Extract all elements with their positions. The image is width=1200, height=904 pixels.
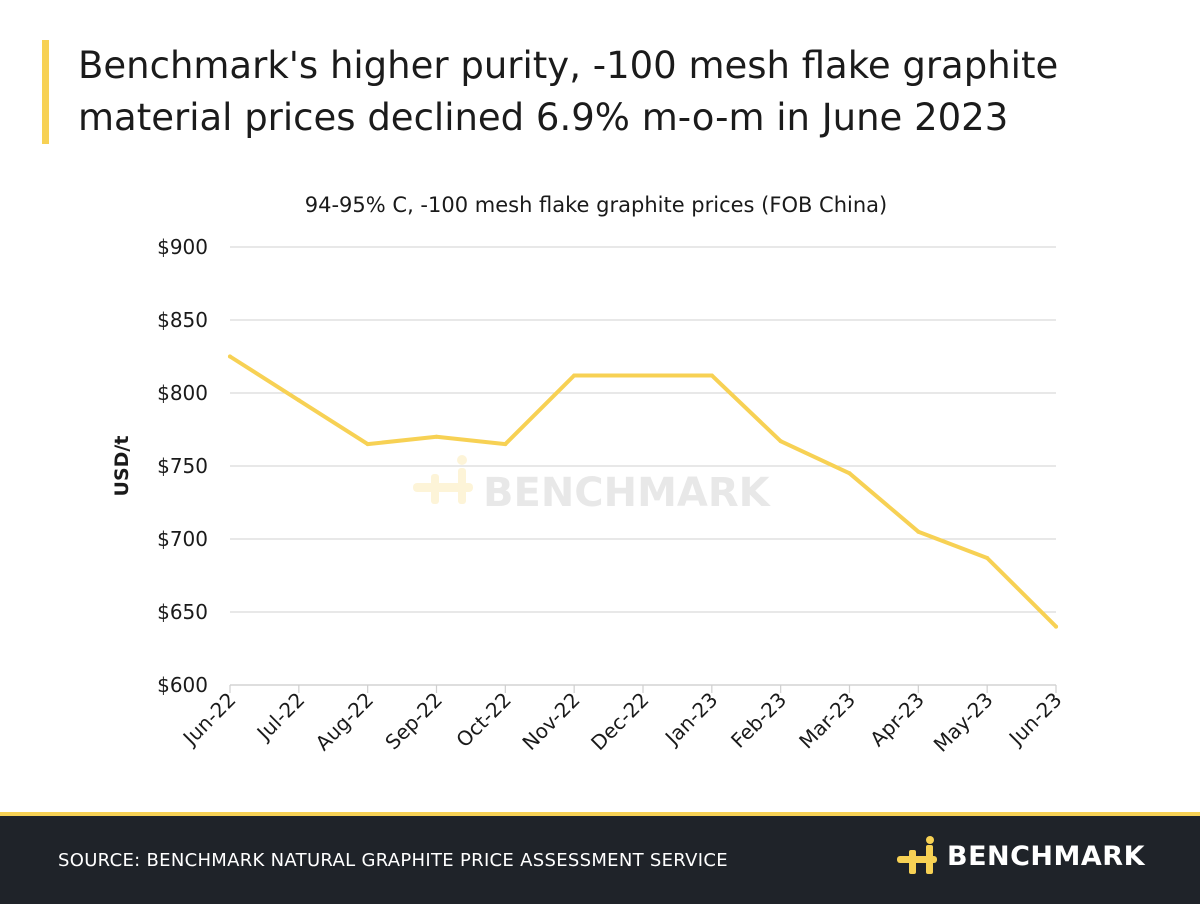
y-tick-label: $600 <box>157 673 208 697</box>
data-point <box>847 471 852 476</box>
x-tick-label: Jan-23 <box>659 688 722 751</box>
y-tick-label: $750 <box>157 454 208 478</box>
x-tick-label: Feb-23 <box>726 688 791 753</box>
x-tick-label: Jul-22 <box>251 688 310 747</box>
y-tick-label: $900 <box>157 235 208 259</box>
data-point <box>365 442 370 447</box>
y-tick-label: $650 <box>157 600 208 624</box>
x-tick-label: May-23 <box>929 688 998 757</box>
x-tick-label: Aug-22 <box>311 688 379 756</box>
data-point <box>434 434 439 439</box>
footer: SOURCE: BENCHMARK NATURAL GRAPHITE PRICE… <box>0 812 1200 904</box>
x-tick-label: Dec-22 <box>586 688 653 755</box>
data-point <box>916 529 921 534</box>
series-group <box>228 354 1058 629</box>
source-note: SOURCE: BENCHMARK NATURAL GRAPHITE PRICE… <box>58 850 728 871</box>
brand-name: BENCHMARK <box>947 840 1146 872</box>
data-point <box>572 373 577 378</box>
benchmark-logo-icon <box>897 836 937 874</box>
title-accent-bar <box>42 40 49 144</box>
x-tick-label: Mar-23 <box>794 688 860 754</box>
y-tick-label: $800 <box>157 381 208 405</box>
x-tick-label: Nov-22 <box>517 688 584 755</box>
line-chart: BENCHMARK 94-95% C, -100 mesh flake grap… <box>111 193 1067 757</box>
chart-title: 94-95% C, -100 mesh flake graphite price… <box>305 193 887 217</box>
benchmark-watermark: BENCHMARK <box>413 455 772 516</box>
data-point <box>778 439 783 444</box>
y-axis-ticks: $600 $650 $700 $750 $800 $850 $900 <box>157 235 208 697</box>
x-tick-label: Jun-22 <box>177 688 241 752</box>
data-point <box>296 398 301 403</box>
data-point <box>641 373 645 378</box>
benchmark-logo-icon <box>413 455 473 504</box>
x-tick-label: Apr-23 <box>865 688 929 752</box>
watermark-text: BENCHMARK <box>483 470 772 516</box>
grid-lines <box>230 246 1056 686</box>
y-tick-label: $700 <box>157 527 208 551</box>
data-point <box>985 555 990 560</box>
data-point <box>228 354 232 359</box>
x-tick-label: Sep-22 <box>380 688 447 755</box>
y-tick-label: $850 <box>157 308 208 332</box>
title-line-1: Benchmark's higher purity, -100 mesh fla… <box>78 44 1059 87</box>
data-point <box>709 373 714 378</box>
data-point <box>1054 624 1058 629</box>
x-axis-ticks: Jun-22 Jul-22 Aug-22 Sep-22 Oct-22 Nov-22 Dec-… <box>177 684 1067 757</box>
x-tick-label: Jun-23 <box>1003 688 1067 752</box>
data-point <box>503 442 508 447</box>
brand-logo: BENCHMARK <box>895 836 1145 876</box>
y-axis-label: USD/t <box>111 436 133 497</box>
page-title: Benchmark's higher purity, -100 mesh fla… <box>78 40 1168 144</box>
x-tick-label: Oct-22 <box>451 688 516 753</box>
title-line-2: material prices declined 6.9% m-o-m in J… <box>78 96 1009 139</box>
